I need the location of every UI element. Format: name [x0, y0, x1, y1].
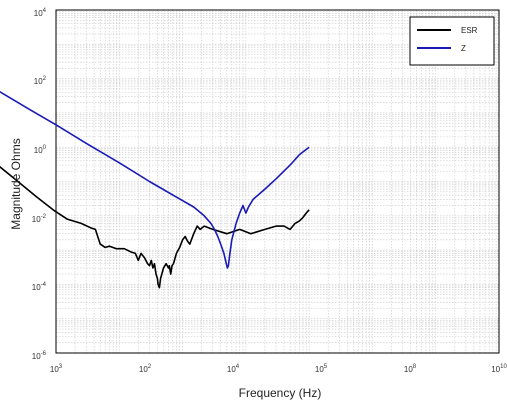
y-tick-label: 102 [34, 76, 47, 86]
x-axis-label: Frequency (Hz) [239, 386, 322, 400]
series-lines [0, 90, 310, 289]
series-line-z [0, 90, 310, 269]
x-tick-label: 103 [50, 364, 63, 374]
x-tick-label: 108 [404, 364, 417, 374]
y-tick-label: 10-2 [32, 214, 47, 224]
legend-z-label: Z [461, 44, 466, 53]
y-tick-label: 104 [34, 8, 47, 18]
y-axis-label: Magnitude Ohms [9, 138, 23, 229]
x-tick-label: 102 [139, 364, 152, 374]
plot-frame [55, 9, 500, 354]
y-tick-label: 100 [34, 145, 47, 155]
series-line-esr [0, 165, 310, 289]
y-tick-label: 10-6 [32, 351, 47, 361]
x-tick-label: 1010 [491, 364, 507, 374]
y-tick-label: 10-4 [32, 282, 47, 292]
x-tick-label: 105 [315, 364, 328, 374]
legend: ESR Z [409, 16, 495, 66]
legend-box [409, 16, 495, 66]
x-tick-label: 104 [227, 364, 240, 374]
legend-esr-label: ESR [461, 26, 478, 35]
axis-ticks: 103 102 104 105 108 1010 104 102 100 10-2 10-4 10-6 [32, 8, 507, 374]
